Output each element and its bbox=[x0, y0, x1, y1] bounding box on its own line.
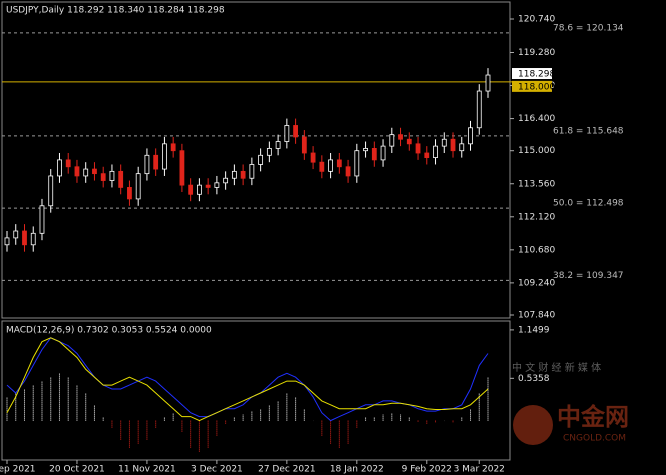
candle-body bbox=[266, 148, 272, 156]
candle-body bbox=[135, 173, 141, 200]
y-tick-label: 110.680 bbox=[518, 245, 555, 255]
x-tick-label: 3 Mar 2022 bbox=[454, 465, 505, 475]
price-tag bbox=[512, 68, 552, 80]
candle-body bbox=[74, 166, 80, 177]
macd-title: MACD(12,26,9) 0.7302 0.3053 0.5524 0.000… bbox=[6, 326, 212, 336]
candle-body bbox=[389, 134, 395, 147]
candle-body bbox=[223, 177, 229, 184]
candle-body bbox=[380, 145, 386, 161]
logo bbox=[513, 405, 553, 445]
y-tick-label: 112.120 bbox=[518, 212, 555, 222]
candle-body bbox=[345, 166, 351, 177]
level-label: 50.0 = 112.498 bbox=[553, 199, 624, 209]
level-label: 78.6 = 120.134 bbox=[553, 23, 624, 33]
x-tick-label: 20 Oct 2021 bbox=[49, 465, 105, 475]
y-tick-label: 1.1499 bbox=[518, 325, 550, 335]
level-label: 38.2 = 109.347 bbox=[553, 271, 624, 281]
candle-body bbox=[65, 159, 71, 168]
candle-body bbox=[92, 168, 97, 175]
y-tick-label: 0.5358 bbox=[518, 374, 550, 384]
level-label: 61.8 = 115.648 bbox=[553, 126, 624, 136]
macd-frame bbox=[1, 320, 511, 461]
candle-body bbox=[127, 187, 132, 200]
candle-body bbox=[240, 170, 246, 179]
price-label: 118.298 bbox=[518, 70, 555, 80]
y-tick-label: 115.000 bbox=[518, 146, 555, 156]
candle-body bbox=[485, 74, 491, 92]
candle-body bbox=[22, 230, 27, 246]
watermark-tagline: 中 文 财 经 新 媒 体 bbox=[512, 361, 601, 374]
candle-body bbox=[214, 182, 220, 188]
y-tick-label: 116.400 bbox=[518, 114, 555, 124]
main-frame bbox=[1, 1, 511, 319]
candle-body bbox=[100, 173, 106, 181]
candle-body bbox=[196, 184, 202, 195]
x-tick-label: 27 Dec 2021 bbox=[258, 465, 316, 475]
candle-body bbox=[354, 150, 360, 177]
candle-body bbox=[118, 170, 124, 188]
candle-body bbox=[310, 152, 316, 163]
candle-body bbox=[48, 175, 54, 207]
candle-body bbox=[441, 138, 447, 147]
candle-body bbox=[258, 154, 264, 165]
x-tick-label: 28 Sep 2021 bbox=[0, 465, 36, 475]
candle-body bbox=[144, 154, 150, 175]
candle-body bbox=[363, 148, 368, 152]
macd-line bbox=[6, 337, 489, 422]
candle-body bbox=[4, 237, 10, 246]
x-tick-label: 11 Nov 2021 bbox=[118, 465, 176, 475]
chart-title: USDJPY,Daily 118.292 118.340 118.284 118… bbox=[6, 6, 225, 16]
watermark: 中金网 CNGOLD.COM 中 文 财 经 新 媒 体 bbox=[512, 361, 629, 445]
candle-body bbox=[231, 170, 237, 179]
candle-body bbox=[39, 205, 45, 234]
candle-body bbox=[188, 184, 194, 195]
watermark-site: CNGOLD.COM bbox=[563, 434, 626, 444]
candle-body bbox=[336, 159, 342, 168]
candle-body bbox=[415, 143, 421, 154]
x-tick-label: 18 Jan 2022 bbox=[330, 465, 384, 475]
candle-body bbox=[30, 232, 36, 246]
x-tick-label: 9 Feb 2022 bbox=[402, 465, 452, 475]
candle-body bbox=[205, 184, 211, 188]
y-tick-label: 120.740 bbox=[518, 15, 555, 25]
candle-body bbox=[459, 143, 465, 152]
candle-body bbox=[170, 143, 176, 152]
hline-label: 118.000 bbox=[518, 82, 555, 92]
candle-body bbox=[398, 134, 403, 140]
candle-body bbox=[301, 136, 307, 154]
candle-body bbox=[319, 161, 325, 172]
y-tick-label: 107.840 bbox=[518, 311, 555, 321]
candle-body bbox=[57, 159, 62, 177]
candle-body bbox=[13, 230, 19, 239]
candle-body bbox=[153, 154, 159, 170]
x-tick-label: 3 Dec 2021 bbox=[191, 465, 243, 475]
y-tick-label: 113.560 bbox=[518, 179, 555, 189]
candle-body bbox=[406, 138, 412, 145]
candle-body bbox=[328, 159, 333, 172]
hline-tag bbox=[512, 80, 552, 92]
y-tick-label: 109.240 bbox=[518, 278, 555, 288]
candle-body bbox=[249, 164, 255, 179]
candle-body bbox=[109, 170, 115, 181]
candle-body bbox=[293, 125, 299, 138]
candle-body bbox=[450, 138, 456, 152]
candle-body bbox=[179, 150, 185, 186]
candle-body bbox=[162, 143, 167, 170]
y-tick-label: 119.280 bbox=[518, 48, 555, 58]
watermark-brand: 中金网 bbox=[557, 403, 629, 431]
candle-body bbox=[424, 152, 430, 158]
candle-body bbox=[371, 148, 377, 161]
candle-body bbox=[275, 141, 281, 149]
candle-body bbox=[476, 90, 482, 129]
candle-body bbox=[83, 168, 89, 177]
candle-body bbox=[284, 125, 290, 142]
candle-body bbox=[468, 127, 473, 145]
candle-body bbox=[433, 145, 438, 158]
